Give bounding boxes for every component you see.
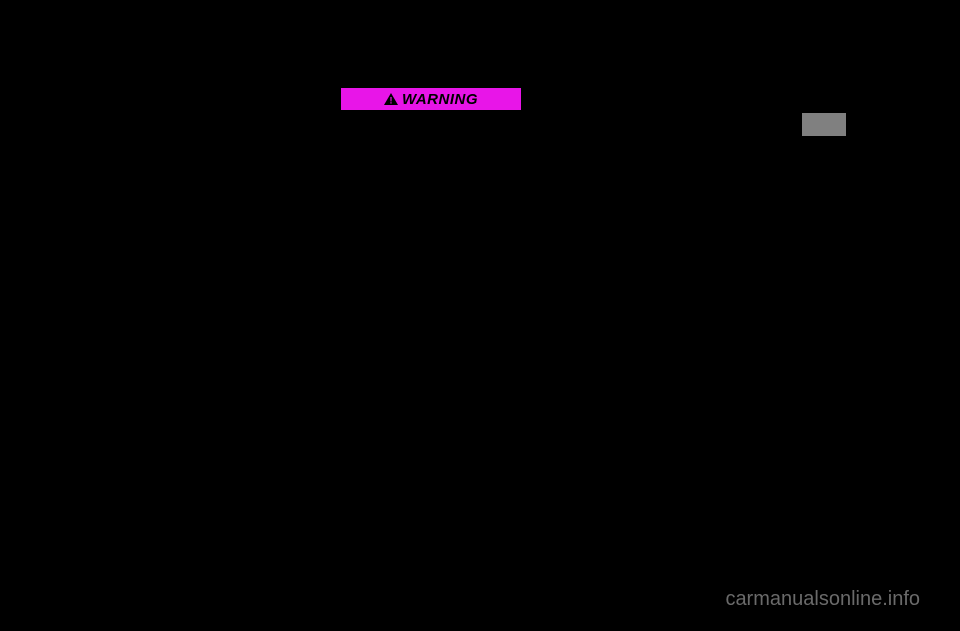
side-tab	[802, 113, 846, 136]
warning-label: WARNING	[402, 91, 478, 108]
warning-badge: ! WARNING	[341, 88, 521, 110]
warning-triangle-icon: !	[384, 93, 398, 105]
svg-text:!: !	[390, 96, 393, 106]
footer-watermark: carmanualsonline.info	[725, 588, 920, 611]
